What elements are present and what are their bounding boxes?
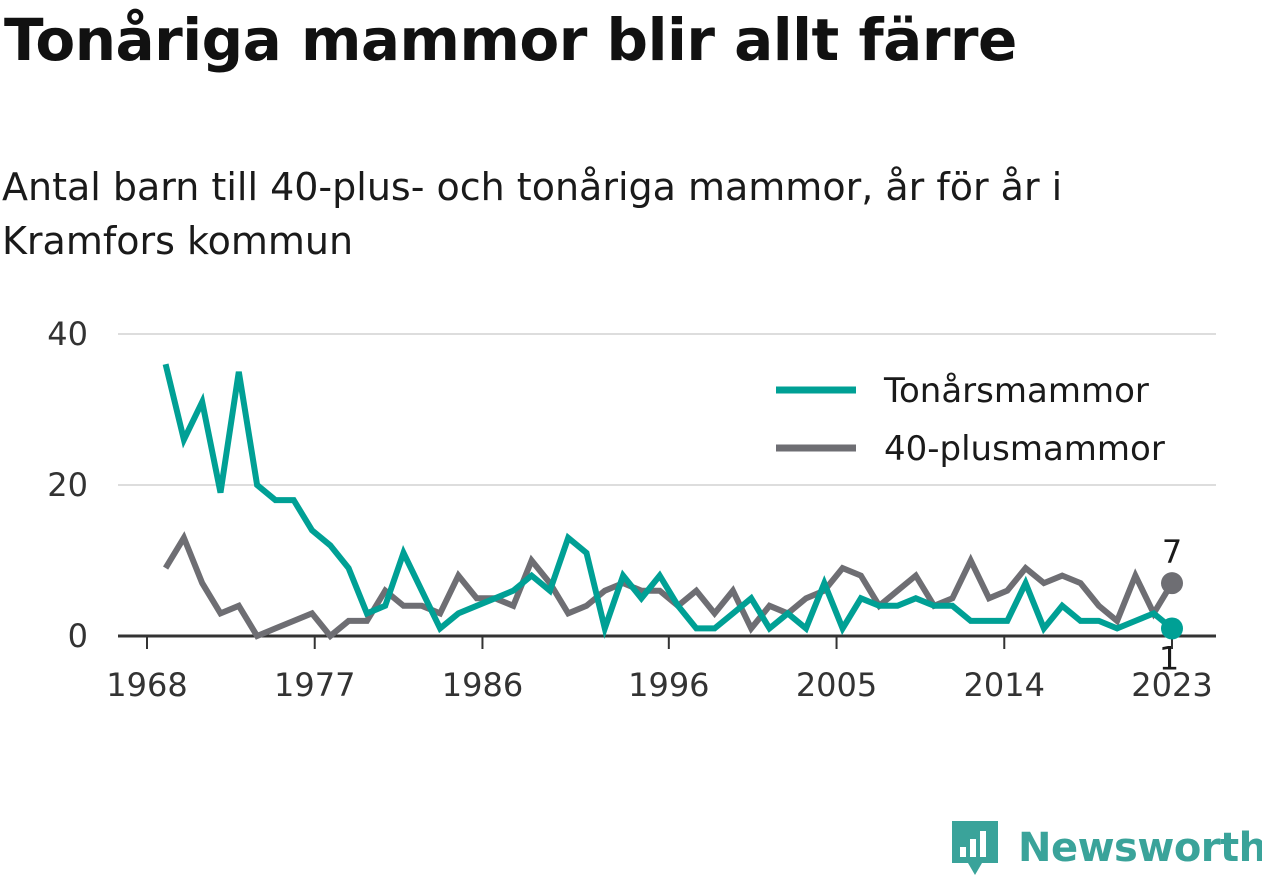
x-tick-label: 2014 [964, 666, 1045, 704]
line-chart: 0 20 40 1968 1977 1986 1996 2005 2014 2023 Tonår… [47, 315, 1216, 704]
chart-subtitle: Antal barn till 40-plus- och tonåriga ma… [2, 165, 1063, 263]
end-labels: 71 [1159, 533, 1182, 677]
y-tick-label: 40 [47, 315, 88, 353]
x-tick-label: 2005 [796, 666, 877, 704]
x-tick-label: 1986 [442, 666, 523, 704]
gridlines: 0 20 40 [47, 315, 1216, 655]
series-line-tonarsmammor [162, 363, 1174, 640]
series-line-40-plusmammor [163, 531, 1175, 641]
y-tick-label: 0 [68, 617, 88, 655]
x-tick-label: 1977 [274, 666, 355, 704]
x-axis: 1968 1977 1986 1996 2005 2014 2023 [106, 634, 1216, 704]
bar-chart-logo-icon [952, 821, 998, 875]
x-tick-label: 1968 [106, 666, 187, 704]
x-tick-label: 1996 [628, 666, 709, 704]
brand-name: Newsworthy [1018, 825, 1262, 871]
legend-label-40-plusmammor: 40-plusmammor [884, 429, 1165, 469]
chart-title: Tonåriga mammor blir allt färre [4, 6, 1017, 74]
legend: Tonårsmammor 40-plusmammor [768, 362, 1208, 484]
y-tick-label: 20 [47, 466, 88, 504]
series-lines [162, 363, 1183, 641]
end-point-40-plusmammor [1161, 572, 1183, 595]
end-label-tonarsmammor: 1 [1159, 639, 1179, 677]
legend-label-tonarsmammor: Tonårsmammor [883, 371, 1149, 411]
newsworthy-logo: Newsworthy [950, 818, 1262, 878]
legend-background [768, 362, 1208, 484]
x-tick-label: 2023 [1131, 666, 1212, 704]
end-point-tonarsmammor [1161, 617, 1183, 640]
end-label-40-plusmammor: 7 [1162, 533, 1182, 571]
